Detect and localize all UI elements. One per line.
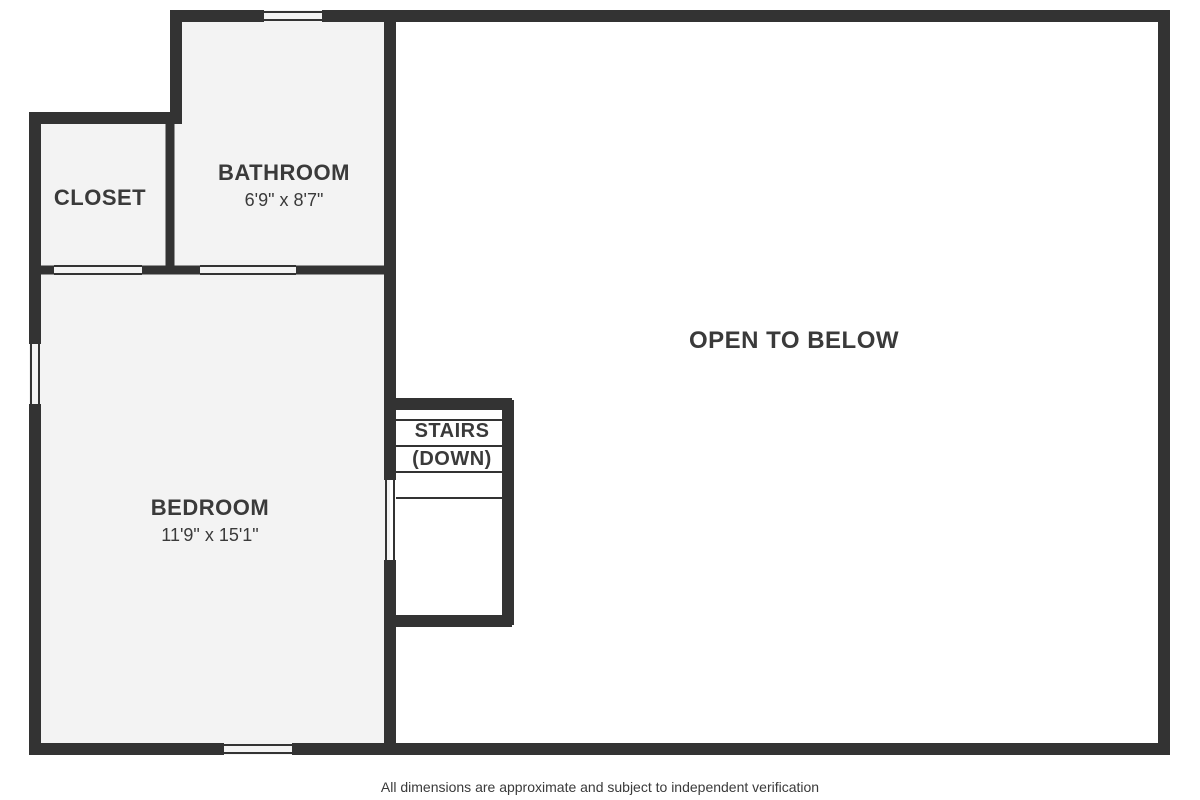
open-label: OPEN TO BELOW [689, 327, 899, 354]
stairs-label: STAIRS [415, 420, 490, 442]
disclaimer-text: All dimensions are approximate and subje… [381, 779, 819, 795]
bedroom-label: BEDROOM [151, 495, 269, 520]
bedroom-dims: 11'9" x 15'1" [161, 525, 258, 545]
bathroom-label: BATHROOM [218, 160, 350, 185]
open-area-fill [390, 10, 1170, 755]
stairs-sub: (DOWN) [412, 448, 492, 470]
bathroom-dims: 6'9" x 8'7" [245, 190, 324, 210]
floor-plan: CLOSET BATHROOM 6'9" x 8'7" BEDROOM 11'9… [0, 0, 1200, 800]
closet-label: CLOSET [54, 185, 146, 210]
bathroom-fill [170, 10, 390, 270]
